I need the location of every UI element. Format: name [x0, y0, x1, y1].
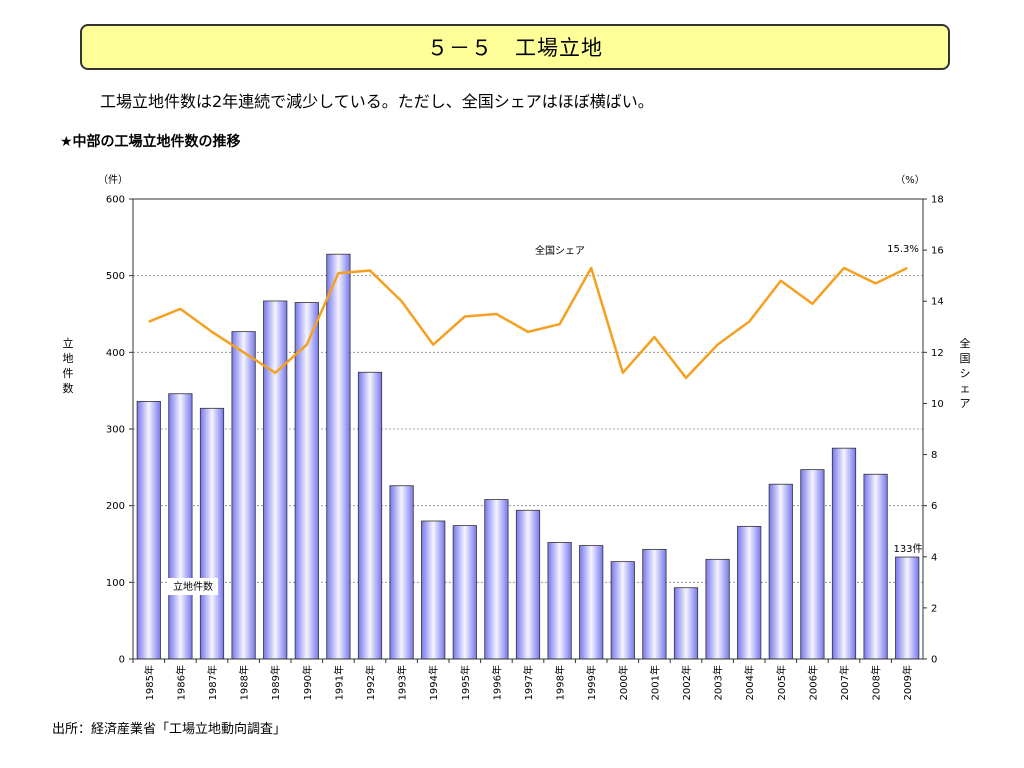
- bar-1994年: [421, 520, 446, 660]
- left-tick-label: 400: [106, 348, 125, 359]
- x-tick-label-1986年: 1986年: [174, 665, 187, 700]
- right-tick-label: 8: [931, 450, 937, 461]
- x-tick-label-1993年: 1993年: [396, 665, 409, 700]
- bar-1996年: [484, 499, 509, 660]
- bar-1992年: [357, 371, 383, 660]
- x-tick-label-1999年: 1999年: [585, 665, 598, 700]
- x-tick-label-2002年: 2002年: [680, 665, 693, 700]
- bar-2003年: [705, 558, 730, 660]
- left-tick-label: 0: [119, 655, 125, 666]
- x-tick-label-2009年: 2009年: [901, 665, 914, 700]
- x-tick-label-1990年: 1990年: [301, 665, 314, 700]
- chart-subtitle: ★中部の工場立地件数の推移: [60, 134, 241, 150]
- bar-1986年: [168, 393, 193, 660]
- right-tick-label: 4: [931, 552, 937, 563]
- bar-2008年: [863, 473, 888, 660]
- left-tick-label: 100: [106, 578, 125, 589]
- x-tick-label-2003年: 2003年: [712, 665, 725, 700]
- bar-1988年: [231, 331, 256, 660]
- share-line: [148, 266, 908, 380]
- left-axis-unit: （件）: [98, 174, 128, 186]
- bar-end-annotation: 133件: [893, 543, 922, 555]
- right-tick-label: 14: [931, 297, 944, 308]
- x-tick-label-2007年: 2007年: [838, 665, 851, 700]
- x-tick-label-2008年: 2008年: [870, 665, 883, 700]
- right-tick-label: 16: [931, 246, 944, 257]
- bar-1989年: [263, 300, 288, 660]
- bar-2006年: [800, 469, 825, 660]
- x-tick-label-1996年: 1996年: [490, 665, 503, 700]
- line-series-label: 全国シェア: [535, 244, 585, 257]
- bar-1995年: [452, 525, 477, 660]
- right-axis-unit: （%）: [895, 174, 925, 186]
- x-tick-label-1987年: 1987年: [206, 665, 219, 700]
- x-tick-label-1995年: 1995年: [459, 665, 472, 700]
- left-tick-label: 500: [106, 271, 125, 282]
- bar-1998年: [547, 542, 572, 660]
- line-series: [148, 266, 908, 380]
- right-axis-label: 全国シェア: [960, 336, 971, 410]
- x-tick-label-2000年: 2000年: [617, 665, 630, 700]
- bar-2000年: [610, 561, 635, 660]
- bar-2001年: [642, 548, 667, 660]
- bar-1991年: [326, 253, 351, 660]
- x-tick-label-1985年: 1985年: [143, 665, 156, 700]
- x-tick-label-1998年: 1998年: [554, 665, 567, 700]
- bar-1990年: [294, 302, 319, 660]
- bar-2005年: [768, 483, 793, 660]
- x-tick-label-2001年: 2001年: [648, 665, 661, 700]
- right-tick-label: 6: [931, 501, 937, 512]
- bar-1985年: [136, 400, 161, 660]
- x-tick-label-1989年: 1989年: [269, 665, 282, 700]
- bar-2004年: [737, 525, 762, 660]
- left-tick-label: 200: [106, 501, 125, 512]
- x-tick-label-1997年: 1997年: [522, 665, 535, 700]
- axes: 0 100 200 300 400 500 600 0 2 4 6 8 10 12 14 16 18 1985年 1…: [106, 195, 944, 701]
- bar-1987年: [199, 407, 225, 660]
- left-tick-label: 300: [106, 425, 125, 436]
- right-tick-label: 12: [931, 348, 944, 359]
- x-tick-label-1992年: 1992年: [364, 665, 377, 700]
- x-tick-label-1991年: 1991年: [332, 665, 345, 700]
- bar-series-label-bg: [168, 578, 218, 595]
- bar-1997年: [515, 509, 541, 660]
- right-tick-label: 0: [931, 655, 937, 666]
- left-tick-label: 600: [106, 195, 125, 206]
- left-axis-label: 立地件数: [63, 336, 74, 395]
- bar-1999年: [579, 545, 604, 660]
- bar-2009年: [895, 556, 920, 660]
- bar-2002年: [673, 587, 699, 660]
- x-tick-label-2004年: 2004年: [743, 665, 756, 700]
- page-title: ５－５ 工場立地: [80, 24, 950, 70]
- bar-2007年: [831, 447, 857, 660]
- line-end-annotation: 15.3%: [887, 244, 919, 255]
- x-tick-label-2006年: 2006年: [806, 665, 819, 700]
- bar-1993年: [389, 485, 414, 660]
- bar-series: [136, 253, 920, 660]
- source-note: 出所：経済産業省「工場立地動向調査」: [52, 722, 287, 737]
- headline: 工場立地件数は2年連続で減少している。ただし、全国シェアはほぼ横ばい。: [100, 92, 654, 111]
- right-tick-label: 18: [931, 195, 944, 206]
- bar-series-label: 立地件数: [173, 580, 213, 593]
- x-tick-label-1988年: 1988年: [238, 665, 251, 700]
- x-tick-label-2005年: 2005年: [775, 665, 788, 700]
- right-tick-label: 2: [931, 603, 937, 614]
- x-tick-label-1994年: 1994年: [427, 665, 440, 700]
- right-tick-label: 10: [931, 399, 944, 410]
